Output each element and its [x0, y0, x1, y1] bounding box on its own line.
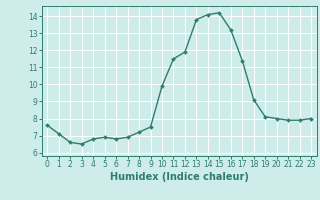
X-axis label: Humidex (Indice chaleur): Humidex (Indice chaleur) [110, 172, 249, 182]
